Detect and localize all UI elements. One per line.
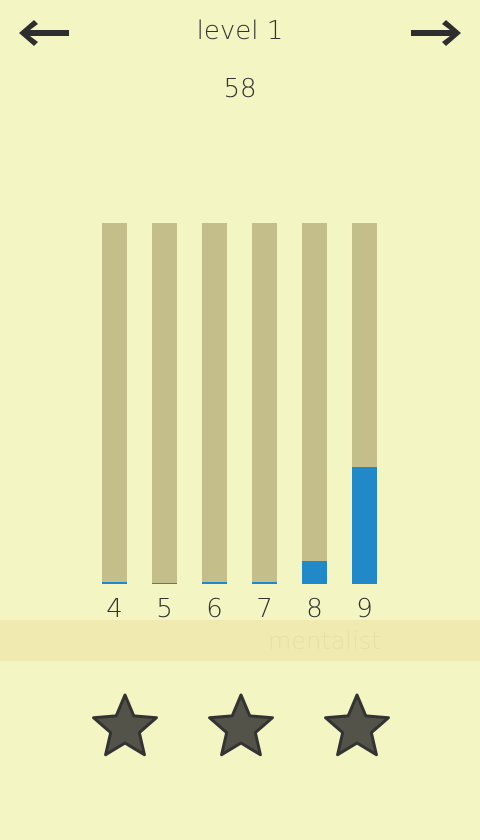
bar-8	[302, 223, 327, 584]
banner-text: mentalist	[268, 627, 381, 655]
banner: mentalist	[0, 620, 480, 661]
bar-fill-4	[102, 582, 127, 584]
bar-5	[152, 223, 177, 584]
score-value: 58	[223, 74, 257, 104]
level-title: level 1	[196, 16, 284, 46]
bar-fill-7	[252, 582, 277, 584]
bar-fill-6	[202, 582, 227, 584]
arrow-left-icon	[19, 20, 69, 46]
star-rating	[0, 692, 480, 762]
bar-fill-8	[302, 561, 327, 584]
prev-level-button[interactable]	[16, 16, 72, 50]
bar-fill-9	[352, 467, 377, 584]
bar-9	[352, 223, 377, 584]
next-level-button[interactable]	[408, 16, 464, 50]
bar-6	[202, 223, 227, 584]
bar-4	[102, 223, 127, 584]
bar-7	[252, 223, 277, 584]
star-icon	[90, 692, 160, 760]
star-icon	[206, 692, 276, 760]
bar-fill-5	[152, 583, 177, 584]
star-icon	[322, 692, 392, 760]
arrow-right-icon	[411, 20, 461, 46]
